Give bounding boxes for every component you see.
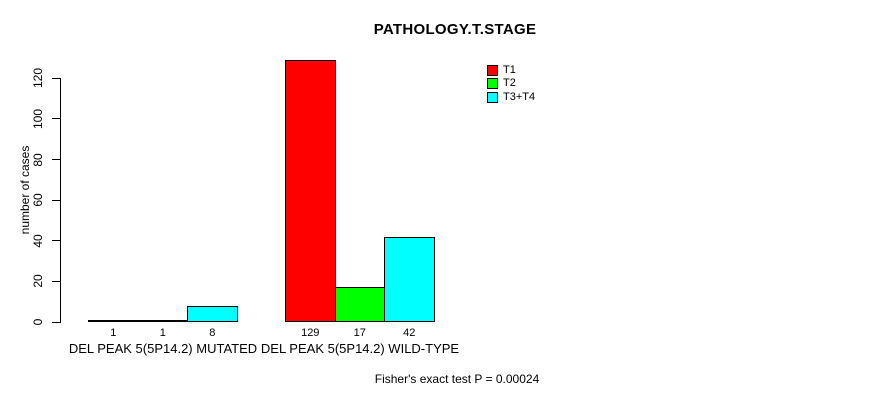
y-axis-tick-label: 20 xyxy=(31,274,45,289)
y-axis-tick-label: 60 xyxy=(31,193,45,207)
y-axis-tick xyxy=(52,321,61,323)
bar-t2-group0 xyxy=(137,320,188,322)
category-label-mutated: DEL PEAK 5(5P14.2) MUTATED xyxy=(68,341,258,356)
bar-t1-group1 xyxy=(285,60,336,322)
y-axis-tick-label: 100 xyxy=(31,108,45,129)
bar-value-label: 1 xyxy=(110,327,117,339)
legend-swatch-t1 xyxy=(487,65,498,76)
chart-title: PATHOLOGY.T.STAGE xyxy=(373,21,537,38)
y-axis-tick-label: 80 xyxy=(31,152,45,167)
y-axis-tick-label: 0 xyxy=(31,318,45,326)
bar-value-label: 8 xyxy=(209,327,216,339)
bar-t1-group0 xyxy=(88,320,139,322)
legend-swatch-t2 xyxy=(487,78,498,90)
bar-value-label: 129 xyxy=(301,327,320,339)
y-axis-title: number of cases xyxy=(18,145,32,235)
y-axis-tick xyxy=(52,77,61,79)
legend-label: T3+T4 xyxy=(503,90,536,103)
bar-value-label: 42 xyxy=(403,327,416,339)
y-axis-tick xyxy=(52,280,61,282)
y-axis-tick xyxy=(52,159,61,161)
legend-swatch-t3-t4 xyxy=(487,91,498,103)
y-axis-tick xyxy=(52,240,61,242)
y-axis-tick-label: 120 xyxy=(31,68,45,89)
bar-value-label: 17 xyxy=(353,327,366,339)
bar-t3-t4-group0 xyxy=(187,306,238,322)
y-axis-tick xyxy=(52,118,61,120)
y-axis-tick xyxy=(52,199,61,201)
legend-label: T1 xyxy=(503,64,516,76)
bar-t2-group1 xyxy=(334,287,385,322)
footer-note: Fisher's exact test P = 0.00024 xyxy=(374,372,540,386)
category-label-wildtype: DEL PEAK 5(5P14.2) WILD-TYPE xyxy=(260,341,460,356)
y-axis-tick-label: 40 xyxy=(31,234,45,248)
bar-t3-t4-group1 xyxy=(384,237,435,322)
bar-value-label: 1 xyxy=(159,327,166,339)
legend-label: T2 xyxy=(503,77,516,90)
